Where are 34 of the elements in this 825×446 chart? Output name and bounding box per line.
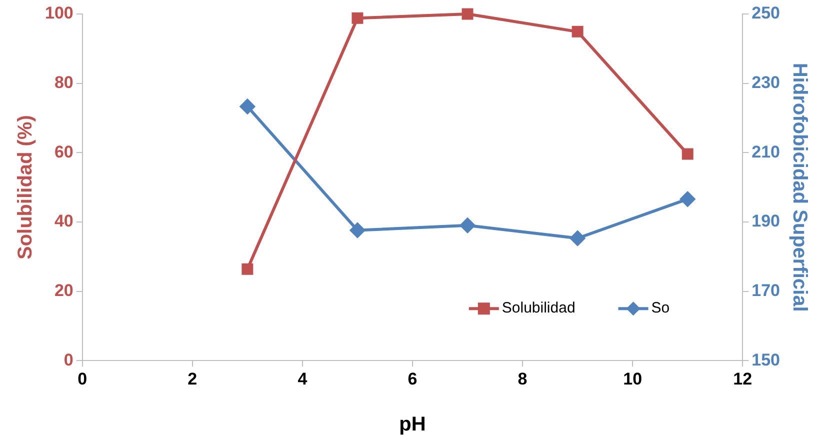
x-axis-title: pH [399,414,426,436]
x-tick-label: 12 [733,369,752,388]
x-tick-label: 10 [623,369,642,388]
point [242,263,254,275]
point [350,222,365,238]
y-tick-label: 100 [44,4,74,23]
legend-label: Solubilidad [502,300,576,317]
point [680,192,696,207]
y-tick-label: 20 [54,280,74,300]
y2-tick-label: 170 [752,280,780,300]
x-tick-label: 0 [78,369,88,388]
y-axis-title: Solubilidad (%) [14,115,37,260]
point [572,26,584,38]
y2-tick-label: 210 [752,142,780,162]
point [682,148,694,160]
point [460,218,476,233]
legend-label: So [651,300,670,317]
y-tick-label: 40 [54,212,74,231]
point [240,99,255,114]
x-tick-label: 8 [518,369,528,388]
x-tick-label: 6 [408,369,418,388]
x-tick-label: 2 [188,369,198,388]
point [570,230,586,246]
y-tick-label: 0 [64,350,74,370]
y2-tick-label: 190 [752,212,780,231]
y2-tick-label: 230 [752,73,780,92]
point [352,12,364,24]
y2-tick-label: 150 [752,350,780,370]
x-tick-label: 4 [298,369,308,388]
point [462,8,474,20]
y-tick-label: 80 [54,73,74,92]
y2-tick-label: 250 [752,4,780,23]
y2-axis-title: Hidrofobicidad Superficial [788,62,810,312]
y-tick-label: 60 [54,142,74,162]
